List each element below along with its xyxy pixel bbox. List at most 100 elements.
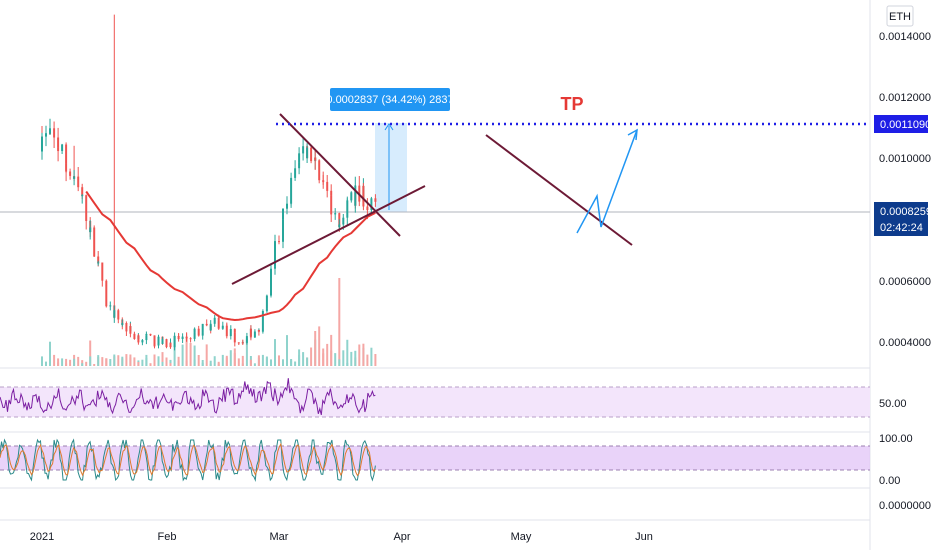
candle-body (354, 185, 357, 206)
current-price-tag (874, 202, 928, 236)
volume-bar (49, 341, 51, 366)
volume-bar (306, 357, 309, 366)
volume-bar (225, 355, 228, 366)
candle-body (225, 327, 228, 337)
candle-body (318, 160, 321, 181)
descending-trendline[interactable] (279, 113, 401, 237)
candle-body (213, 317, 216, 324)
volume-bar (366, 354, 369, 366)
volume-bar (274, 339, 276, 366)
volume-bar (145, 358, 148, 366)
volume-bar (177, 356, 180, 366)
time-label: Feb (158, 531, 177, 543)
candles (41, 14, 377, 351)
volume-bar (153, 354, 156, 366)
volume-bar (322, 353, 325, 366)
volume-bar (338, 278, 341, 366)
currency-badge[interactable] (886, 5, 914, 27)
volume-bar (73, 358, 76, 366)
candle-body (181, 336, 184, 339)
volume-bar (77, 356, 80, 366)
volume-bar (109, 359, 112, 366)
candle-body (257, 329, 260, 332)
candle-body (298, 153, 301, 163)
candle-body (109, 305, 112, 307)
volume-bar (121, 356, 124, 366)
volume-bar (185, 336, 188, 366)
candle-body (233, 329, 236, 333)
volume-bar (53, 354, 56, 366)
candle-body (229, 329, 232, 337)
volume-bar (278, 355, 280, 366)
candle-body (253, 331, 256, 338)
candle-body (261, 311, 264, 332)
volume-bar (193, 345, 196, 366)
candle-body (129, 326, 132, 334)
volume-bar (346, 339, 349, 366)
volume-bar (189, 343, 192, 366)
candle-body (65, 144, 68, 164)
price-tick-label: 0.0010000 (879, 153, 931, 165)
candle-body (185, 337, 188, 339)
volume-bar (193, 359, 196, 366)
candle-body (141, 340, 144, 343)
volume-bar (257, 355, 260, 366)
volume-bar (149, 363, 152, 366)
candle-body (41, 136, 43, 152)
candle-body (125, 323, 128, 332)
rsi-tick-label: 50.00 (879, 398, 907, 410)
ascending-trendline[interactable] (231, 185, 426, 285)
measure-arrow-head (384, 123, 394, 131)
projection-arrow[interactable] (576, 129, 638, 234)
volume-bar (169, 363, 172, 366)
volume-bar (81, 363, 84, 366)
volume-bar (105, 358, 108, 366)
candle-body (282, 219, 284, 242)
volume-bar (205, 344, 208, 366)
candle-body (209, 323, 212, 331)
volume-bar (374, 354, 377, 366)
volume-bar (294, 361, 297, 366)
volume-bar (169, 359, 172, 366)
price-tick-label: 0.0004000 (879, 337, 931, 349)
volume-bar (370, 347, 373, 366)
candle-body (334, 213, 337, 215)
volume-bar (334, 353, 337, 366)
moving-average-line (85, 190, 376, 322)
volume-bar (330, 334, 333, 366)
candle-body (157, 336, 160, 346)
projection-trendline[interactable] (485, 134, 633, 246)
volume-bar (310, 347, 313, 366)
candle-body (233, 332, 236, 343)
time-label: Apr (393, 531, 410, 543)
candle-body (237, 342, 240, 344)
volume-bar (241, 355, 244, 366)
measure-label: 0.0002837 (34.42%) 2837 (326, 94, 453, 106)
candle-body (113, 310, 116, 318)
volume-bar (181, 344, 184, 366)
volume-bar (85, 361, 88, 366)
candle-body (73, 176, 76, 179)
volume-bar (89, 340, 92, 366)
stoch-band (0, 446, 870, 470)
candle-body (153, 345, 156, 347)
volume-bar (209, 360, 212, 366)
candle-body (97, 256, 100, 264)
volume-bar (81, 360, 84, 366)
volume-bar (141, 359, 144, 366)
volume-bar (358, 344, 361, 366)
tp-label: TP (560, 94, 583, 114)
candle-body (265, 295, 268, 309)
candle-body (57, 137, 60, 148)
candle-body (350, 192, 353, 201)
volume-bar (61, 358, 64, 366)
candle-body (161, 339, 164, 344)
candle-body (201, 323, 204, 333)
candle-body (322, 181, 325, 183)
time-label: May (511, 531, 532, 543)
volume-bar (298, 355, 301, 366)
time-label: Jun (635, 531, 653, 543)
volume-bar (326, 343, 329, 366)
candle-body (173, 336, 176, 348)
